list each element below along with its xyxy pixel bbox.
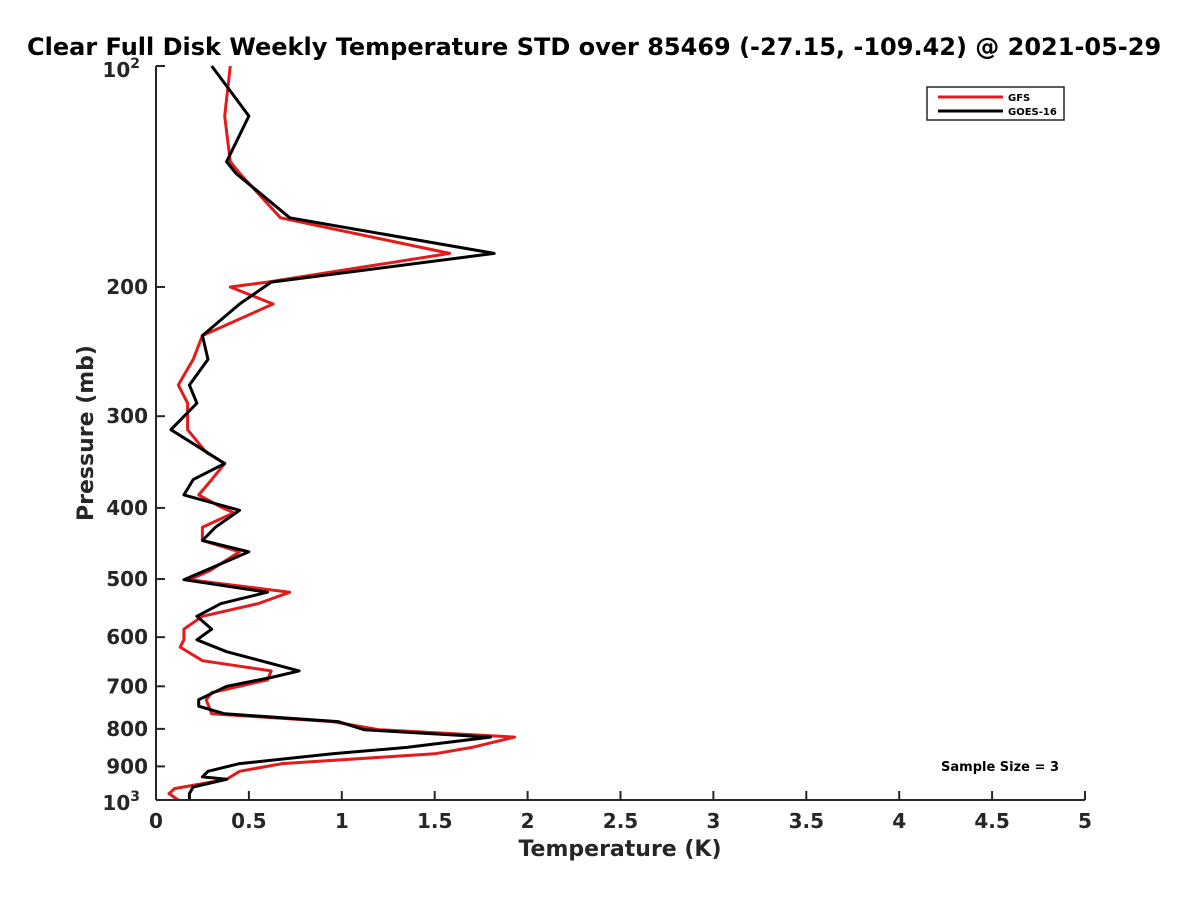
legend-label: GOES-16 [1008,107,1057,118]
x-tick-label: 0.5 [231,809,266,833]
y-tick-label: 200 [106,275,148,299]
y-tick-label: 600 [106,625,148,649]
x-tick-label: 4 [892,809,906,833]
legend: GFS GOES-16 [926,86,1065,121]
y-tick-label: 700 [106,674,148,698]
series-layer [167,65,517,802]
y-tick-label: 800 [106,717,148,741]
y-tick-bottom-exponent: 3 [130,789,140,805]
x-tick-label: 2.5 [603,809,638,833]
y-tick-label-bottom: 103 [102,789,140,815]
y-tick-label-top: 102 [102,56,140,82]
y-axis-label: Pressure (mb) [74,345,99,521]
axes-layer [155,66,1085,801]
x-tick-label: 0 [149,809,163,833]
x-axis-label: Temperature (K) [518,837,721,862]
x-tick-label: 5 [1078,809,1092,833]
x-ticks: 0 0.5 1 1.5 2 2.5 3 3.5 4 4.5 5 [149,791,1092,833]
y-tick-label: 400 [106,496,148,520]
chart-title: Clear Full Disk Weekly Temperature STD o… [27,33,1161,61]
x-tick-label: 3 [706,809,720,833]
x-tick-label: 1 [335,809,349,833]
legend-items: GFS GOES-16 [938,93,1057,118]
legend-label: GFS [1008,93,1030,104]
legend-box [926,86,1065,121]
y-tick-top-base: 10 [102,58,130,82]
y-tick-label: 500 [106,567,148,591]
x-tick-label: 3.5 [789,809,824,833]
sample-size-annotation: Sample Size = 3 [941,760,1059,775]
y-tick-top-exponent: 2 [130,56,140,72]
y-tick-bottom-base: 10 [102,791,130,815]
y-tick-label: 300 [106,404,148,428]
x-tick-label: 1.5 [417,809,452,833]
x-tick-label: 4.5 [974,809,1009,833]
x-tick-label: 2 [521,809,535,833]
series-line-goes-16 [169,65,496,800]
y-tick-label: 900 [106,754,148,778]
